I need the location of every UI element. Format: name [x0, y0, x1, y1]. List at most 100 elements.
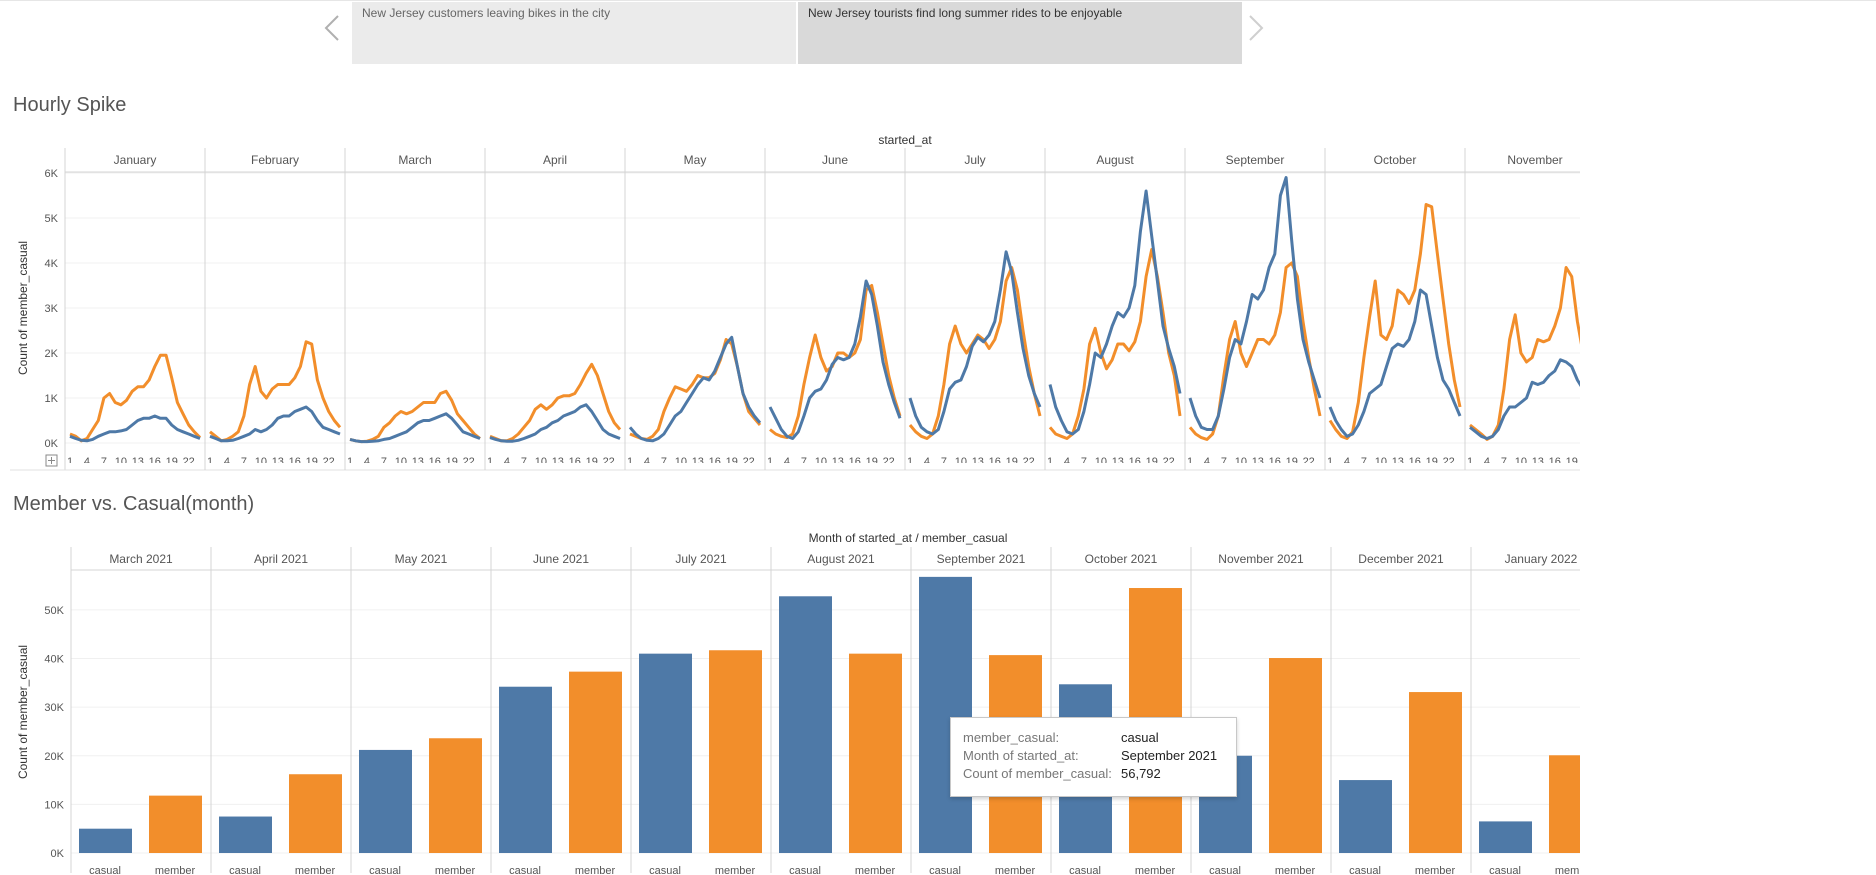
x-tick-label: 10 [535, 456, 547, 468]
casual-series-line[interactable] [1328, 203, 1462, 440]
bar-subcategory-label: member [155, 865, 196, 875]
member-series-line[interactable] [349, 412, 481, 444]
story-point-1[interactable]: New Jersey customers leaving bikes in th… [352, 2, 796, 64]
panel-header: January 2022 [1505, 552, 1578, 566]
x-tick-label: 10 [955, 456, 967, 468]
panel-header: October 2021 [1085, 552, 1158, 566]
member-series-line[interactable] [1469, 358, 1600, 440]
x-tick-label: 4 [784, 456, 790, 468]
tooltip-row: Month of started_at: September 2021 [963, 747, 1224, 765]
bar-subcategory-label: casual [1349, 865, 1381, 875]
story-point-2-caption: New Jersey tourists find long summer rid… [808, 6, 1123, 20]
casual-bar[interactable] [1549, 755, 1602, 853]
panel-header: September 2021 [937, 552, 1026, 566]
y-tick-label: 40K [44, 654, 64, 666]
casual-series-line[interactable] [1188, 261, 1322, 441]
casual-bar[interactable] [429, 738, 482, 853]
member-series-line[interactable] [209, 405, 341, 443]
hourly-line-chart[interactable]: started_at 0K 1K 2K 3K 4K 5K 6K Count of member_… [0, 130, 1580, 475]
member-bar[interactable] [499, 686, 552, 853]
member-bar[interactable] [219, 816, 272, 853]
bar-subcategory-label: casual [789, 865, 821, 875]
bar-subcategory-label: member [575, 865, 616, 875]
x-tick-label: 4 [504, 456, 510, 468]
x-tick-label: 19 [1286, 456, 1298, 468]
column-header-title: Month of started_at / member_casual [809, 531, 1008, 545]
x-tick-label: 1 [907, 456, 913, 468]
panel-header: November 2021 [1218, 552, 1304, 566]
x-tick-label: 7 [1361, 456, 1367, 468]
x-tick-label: 4 [84, 456, 90, 468]
plus-box-icon[interactable] [45, 454, 58, 467]
x-tick-label: 19 [1006, 456, 1018, 468]
member-bar[interactable] [779, 596, 832, 853]
member-bar[interactable] [639, 653, 692, 853]
member-series-line[interactable] [489, 403, 621, 443]
panel-header: April [543, 153, 567, 167]
panel-header: February [251, 153, 299, 167]
panel-header: July 2021 [675, 552, 727, 566]
member-bar[interactable] [1479, 821, 1532, 853]
member-series-line[interactable] [1188, 176, 1322, 431]
casual-bar[interactable] [1409, 692, 1462, 853]
casual-bar[interactable] [289, 774, 342, 853]
story-point-2[interactable]: New Jersey tourists find long summer rid… [798, 2, 1242, 64]
member-bar[interactable] [1339, 780, 1392, 853]
casual-series-line[interactable] [1048, 248, 1182, 440]
monthly-bar-chart[interactable]: Month of started_at / member_casual 0K 10K… [0, 528, 1580, 875]
bar-subcategory-label: casual [509, 865, 541, 875]
casual-series-line[interactable] [69, 353, 202, 443]
casual-series-line[interactable] [349, 389, 481, 444]
bar-subcategory-label: casual [1489, 865, 1521, 875]
member-series-line[interactable] [1048, 189, 1182, 436]
x-tick-label: 7 [661, 456, 667, 468]
member-series-line[interactable] [768, 279, 902, 440]
member-series-line[interactable] [69, 414, 201, 443]
bar-subcategory-label: casual [89, 865, 121, 875]
casual-bar[interactable] [709, 650, 762, 853]
x-tick-label: 1 [1327, 456, 1333, 468]
member-series-line[interactable] [1328, 288, 1462, 438]
x-tick-label: 7 [1501, 456, 1507, 468]
panel-header: May [684, 153, 707, 167]
x-tick-label: 19 [306, 456, 318, 468]
panel-header: December 2021 [1358, 552, 1444, 566]
y-tick-label: 1K [45, 393, 59, 405]
x-tick-label: 16 [149, 456, 161, 468]
casual-bar[interactable] [149, 795, 202, 853]
panel-header: July [964, 153, 985, 167]
panel-header: June [822, 153, 848, 167]
bar-subcategory-label: member [715, 865, 756, 875]
y-tick-label: 30K [44, 702, 64, 714]
tooltip: member_casual: casual Month of started_a… [950, 717, 1237, 797]
panel-header: November [1507, 153, 1562, 167]
casual-bar[interactable] [1269, 658, 1322, 853]
column-header-title: started_at [878, 133, 932, 147]
member-bar[interactable] [919, 576, 972, 853]
member-bar[interactable] [359, 749, 412, 853]
x-tick-label: 22 [463, 456, 475, 468]
casual-series-line[interactable] [489, 362, 622, 443]
x-tick-label: 10 [1515, 456, 1527, 468]
y-tick-label: 20K [44, 751, 64, 763]
bar-subcategory-label: member [855, 865, 896, 875]
tooltip-label: member_casual: [963, 730, 1060, 745]
story-prev-button[interactable] [320, 10, 350, 46]
x-tick-label: 7 [1221, 456, 1227, 468]
x-tick-label: 22 [743, 456, 755, 468]
panel-header: October [1374, 153, 1417, 167]
panel-header: April 2021 [254, 552, 308, 566]
y-tick-label: 3K [45, 303, 59, 315]
bar-subcategory-label: casual [649, 865, 681, 875]
story-next-button[interactable] [1240, 10, 1270, 46]
x-tick-label: 13 [272, 456, 284, 468]
x-tick-label: 1 [207, 456, 213, 468]
casual-bar[interactable] [569, 671, 622, 853]
member-series-line[interactable] [628, 335, 762, 443]
casual-bar[interactable] [849, 653, 902, 853]
casual-series-line[interactable] [209, 340, 342, 443]
member-bar[interactable] [79, 828, 132, 853]
member-series-line[interactable] [908, 250, 1042, 436]
x-tick-label: 10 [675, 456, 687, 468]
x-tick-label: 16 [429, 456, 441, 468]
